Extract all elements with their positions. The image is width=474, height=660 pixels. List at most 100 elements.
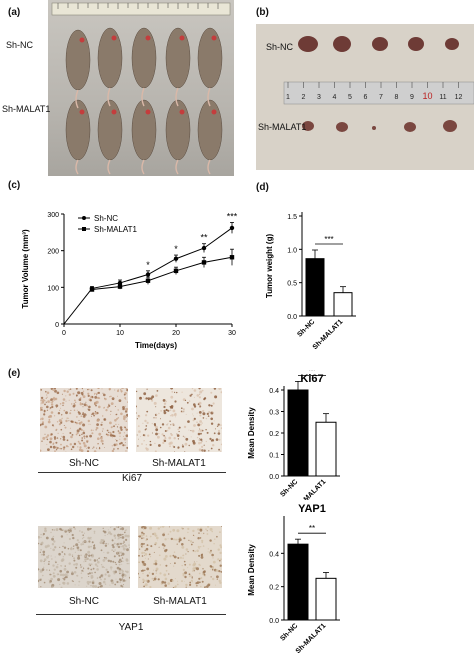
tissue-speck [121, 536, 125, 539]
tissue-speck [90, 585, 92, 587]
tissue-speck [220, 391, 222, 394]
tissue-speck [116, 552, 119, 554]
tissue-speck [190, 436, 192, 438]
tissue-speck [196, 412, 198, 414]
tissue-speck [165, 564, 168, 567]
tissue-speck [51, 398, 53, 399]
tissue-speck [80, 543, 83, 546]
tissue-speck [177, 428, 180, 431]
tissue-speck [215, 569, 219, 572]
tissue-speck [74, 399, 76, 402]
tissue-speck [93, 544, 96, 547]
tissue-speck [196, 421, 198, 423]
y-tick-label: 0.3 [269, 410, 279, 417]
tissue-speck [167, 582, 170, 585]
tissue-speck [112, 570, 115, 573]
tissue-speck [108, 388, 111, 391]
tissue-speck [211, 530, 213, 533]
tissue-speck [117, 526, 120, 529]
tissue-speck [40, 418, 41, 421]
tumors-photo: 1 2 3 4 5 6 7 8 9 10 11 12 [256, 24, 474, 170]
tissue-speck [115, 526, 117, 528]
tissue-speck [107, 529, 109, 531]
series-origin-line [63, 288, 93, 325]
tissue-speck [192, 419, 195, 422]
tissue-speck [153, 532, 157, 536]
tissue-speck [139, 548, 141, 550]
tissue-speck [199, 429, 203, 432]
tissue-speck [203, 449, 206, 452]
tissue-speck [105, 433, 108, 436]
tissue-speck [146, 421, 149, 424]
tissue-speck [117, 430, 120, 432]
tissue-speck [59, 570, 62, 573]
tissue-speck [138, 430, 141, 433]
tissue-speck [145, 425, 148, 427]
tissue-speck [201, 429, 204, 432]
tissue-speck [66, 582, 70, 585]
tissue-speck [143, 526, 147, 530]
tissue-speck [183, 411, 185, 413]
tissue-speck [94, 392, 96, 395]
tissue-speck [109, 560, 113, 563]
tissue-speck [191, 429, 195, 433]
tissue-texture [40, 388, 128, 452]
tissue-speck [201, 539, 204, 542]
tissue-speck [75, 388, 78, 390]
tissue-speck [203, 573, 206, 576]
tissue-speck [85, 435, 88, 438]
tissue-speck [153, 401, 157, 405]
tissue-speck [68, 562, 71, 565]
tissue-speck [100, 423, 103, 426]
tissue-speck [122, 533, 124, 536]
tissue-speck [66, 570, 69, 574]
tissue-speck [42, 553, 45, 556]
tissue-speck [138, 561, 140, 564]
tissue-speck [217, 548, 220, 551]
tissue-speck [207, 551, 209, 553]
tissue-speck [193, 389, 197, 392]
tissue-speck [75, 566, 78, 569]
ruler-number: 3 [317, 94, 321, 101]
tissue-speck [202, 417, 205, 419]
tissue-speck [92, 567, 95, 570]
tissue-speck [159, 572, 162, 575]
tissue-speck [76, 416, 78, 418]
tissue-speck [51, 543, 55, 546]
tissue-speck [171, 579, 174, 582]
tissue-speck [90, 389, 93, 392]
tissue-speck [98, 582, 102, 585]
tissue-speck [166, 424, 168, 426]
tissue-speck [45, 401, 47, 403]
tissue-speck [107, 543, 109, 545]
tissue-speck [110, 413, 112, 415]
significance-mark: ** [200, 233, 208, 243]
tissue-speck [96, 568, 99, 571]
tissue-speck [144, 429, 146, 431]
tissue-speck [122, 542, 124, 544]
tissue-speck [144, 583, 148, 587]
tissue-speck [78, 412, 81, 415]
x-tick-label: 20 [172, 330, 180, 337]
tissue-speck [56, 407, 57, 408]
tissue-speck [82, 390, 85, 392]
tissue-speck [150, 545, 153, 548]
tissue-speck [60, 565, 62, 567]
tissue-speck [144, 553, 148, 556]
tissue-speck [50, 555, 52, 557]
tissue-speck [66, 534, 68, 536]
mice-photo [48, 0, 234, 176]
bar-1 [315, 577, 337, 621]
tissue-speck [91, 581, 95, 585]
tissue-speck [81, 403, 84, 405]
tissue-speck [43, 566, 45, 568]
tissue-speck [106, 570, 110, 574]
tissue-speck [154, 442, 156, 445]
tissue-speck [214, 538, 216, 540]
tissue-speck [84, 526, 86, 527]
tissue-speck [125, 538, 128, 541]
ihc-ki67-left-label: Sh-NC [68, 458, 99, 469]
tissue-speck [108, 531, 111, 535]
tissue-speck [63, 448, 65, 451]
tissue-speck [125, 450, 127, 452]
